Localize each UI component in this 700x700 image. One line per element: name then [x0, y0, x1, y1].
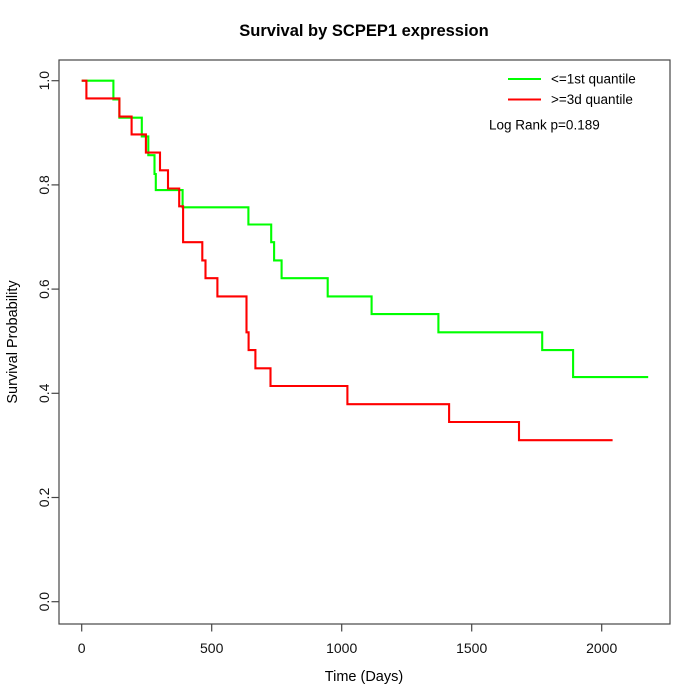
survival-curve-low-expression	[81, 79, 649, 379]
x-axis-ticks: 0 500 1000 1500 2000	[78, 624, 617, 656]
y-tick-label: 0.2	[36, 488, 52, 508]
log-rank-annotation: Log Rank p=0.189	[489, 118, 600, 133]
plot-area	[58, 59, 671, 625]
y-tick-label: 0.4	[36, 383, 52, 403]
survival-curve-high-expression	[81, 79, 613, 442]
y-tick-label: 1.0	[36, 71, 52, 91]
x-tick-label: 500	[200, 640, 224, 656]
y-axis-label: Survival Probability	[5, 280, 21, 404]
x-tick-label: 0	[78, 640, 86, 656]
x-tick-label: 1000	[326, 640, 357, 656]
legend-label-high-expression: >=3d quantile	[551, 92, 633, 107]
y-axis-ticks: 0.0 0.2 0.4 0.6 0.8 1.0	[36, 71, 59, 612]
legend: <=1st quantile >=3d quantile Log Rank p=…	[489, 72, 636, 133]
y-tick-label: 0.8	[36, 175, 52, 195]
x-tick-label: 2000	[586, 640, 617, 656]
x-tick-label: 1500	[456, 640, 487, 656]
y-tick-label: 0.0	[36, 592, 52, 612]
legend-label-low-expression: <=1st quantile	[551, 72, 636, 87]
y-tick-label: 0.6	[36, 279, 52, 299]
chart-title: Survival by SCPEP1 expression	[239, 22, 488, 40]
x-axis-label: Time (Days)	[325, 669, 403, 685]
